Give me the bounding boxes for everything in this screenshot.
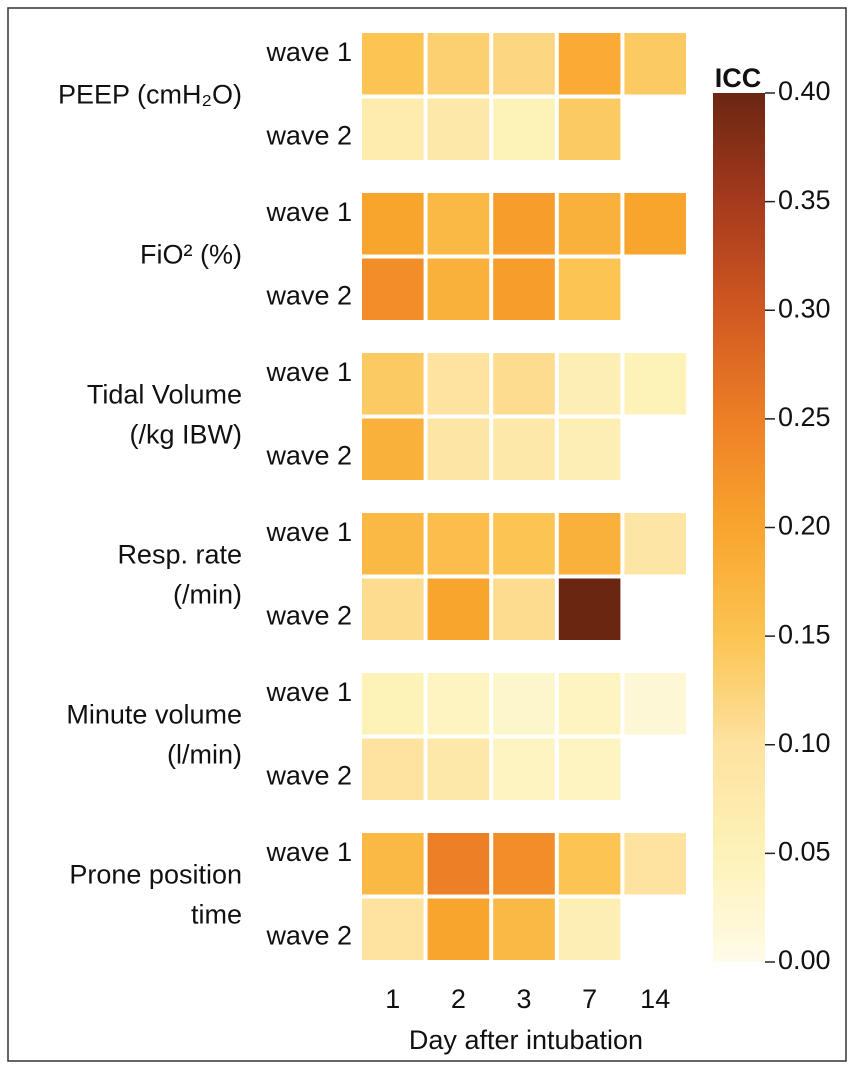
- group-label: FiO² (%): [140, 240, 242, 270]
- x-tick-label: 2: [451, 984, 466, 1014]
- row-label: wave 1: [265, 357, 352, 387]
- x-tick-label: 14: [640, 984, 670, 1014]
- heat-cell: [558, 898, 621, 960]
- x-axis-title: Day after intubation: [409, 1025, 643, 1055]
- heat-cell: [558, 513, 621, 575]
- heat-cell: [362, 353, 424, 415]
- heat-cell: [493, 353, 555, 415]
- heat-cell: [493, 418, 555, 480]
- group-label: Resp. rate: [117, 540, 242, 570]
- x-tick-label: 1: [385, 984, 400, 1014]
- colorbar-tick-label: 0.10: [778, 728, 831, 758]
- heat-cell: [493, 738, 555, 800]
- heat-cell: [362, 193, 424, 255]
- heat-cell: [362, 418, 424, 480]
- heat-cell: [493, 898, 555, 960]
- group-label: Minute volume: [66, 700, 242, 730]
- heat-cell: [362, 513, 424, 575]
- heat-cell: [558, 578, 621, 640]
- heat-cell: [427, 98, 490, 160]
- heat-cell: [558, 833, 621, 895]
- heat-cell: [362, 673, 424, 735]
- row-label: wave 2: [265, 280, 352, 310]
- heat-cell: [558, 353, 621, 415]
- heat-cell: [624, 193, 686, 255]
- colorbar-tick-label: 0.20: [778, 511, 831, 541]
- heat-cell: [427, 193, 490, 255]
- heat-cell: [624, 33, 686, 95]
- x-tick-label: 3: [516, 984, 531, 1014]
- heat-cell: [558, 33, 621, 95]
- x-tick-label: 7: [582, 984, 597, 1014]
- frame: [7, 7, 847, 1062]
- colorbar-title: ICC: [715, 63, 762, 93]
- row-label: wave 1: [265, 197, 352, 227]
- group-label: Tidal Volume: [87, 380, 242, 410]
- row-label: wave 2: [265, 920, 352, 950]
- heat-cell: [427, 578, 490, 640]
- group-label: Prone position: [69, 860, 242, 890]
- heat-cell: [427, 353, 490, 415]
- heat-cell: [558, 193, 621, 255]
- colorbar-tick-label: 0.40: [778, 76, 831, 106]
- heat-cell: [624, 673, 686, 735]
- colorbar-tick-label: 0.15: [778, 619, 831, 649]
- colorbar-tick-label: 0.25: [778, 402, 831, 432]
- heat-cell: [427, 258, 490, 320]
- heat-cell: [362, 33, 424, 95]
- row-label: wave 2: [265, 440, 352, 470]
- colorbar: [713, 93, 765, 962]
- colorbar-tick-label: 0.30: [778, 293, 831, 323]
- heat-cell: [427, 418, 490, 480]
- group-label: (/min): [173, 580, 242, 610]
- heat-cell: [624, 513, 686, 575]
- group-label: PEEP (cmH₂O): [58, 80, 242, 110]
- heat-cell: [493, 33, 555, 95]
- colorbar-tick-label: 0.00: [778, 945, 831, 975]
- heat-cell: [427, 738, 490, 800]
- heat-cell: [493, 193, 555, 255]
- heat-cell: [427, 898, 490, 960]
- heat-cell: [558, 673, 621, 735]
- colorbar-tick-label: 0.35: [778, 185, 831, 215]
- row-label: wave 2: [265, 760, 352, 790]
- heat-cell: [362, 258, 424, 320]
- heat-cell: [427, 33, 490, 95]
- heat-cell: [624, 353, 686, 415]
- heat-cell: [558, 98, 621, 160]
- heat-cell: [624, 833, 686, 895]
- row-label: wave 1: [265, 37, 352, 67]
- heat-cell: [558, 258, 621, 320]
- heat-cell: [493, 98, 555, 160]
- group-label: (/kg IBW): [130, 420, 243, 450]
- colorbar-tick-label: 0.05: [778, 837, 831, 867]
- group-label: time: [191, 900, 242, 930]
- heat-cell: [493, 833, 555, 895]
- row-label: wave 2: [265, 120, 352, 150]
- heat-cell: [493, 673, 555, 735]
- heat-cell: [493, 258, 555, 320]
- heat-cell: [427, 673, 490, 735]
- heat-cell: [493, 578, 555, 640]
- heat-cell: [558, 738, 621, 800]
- heat-cell: [427, 833, 490, 895]
- row-label: wave 1: [265, 677, 352, 707]
- heat-cell: [493, 513, 555, 575]
- heat-cell: [362, 98, 424, 160]
- heat-cell: [362, 833, 424, 895]
- row-label: wave 1: [265, 837, 352, 867]
- group-label: (l/min): [167, 740, 242, 770]
- heat-cell: [362, 898, 424, 960]
- heat-cell: [362, 738, 424, 800]
- row-label: wave 1: [265, 517, 352, 547]
- heat-cell: [427, 513, 490, 575]
- row-label: wave 2: [265, 600, 352, 630]
- heat-cell: [362, 578, 424, 640]
- heat-cell: [558, 418, 621, 480]
